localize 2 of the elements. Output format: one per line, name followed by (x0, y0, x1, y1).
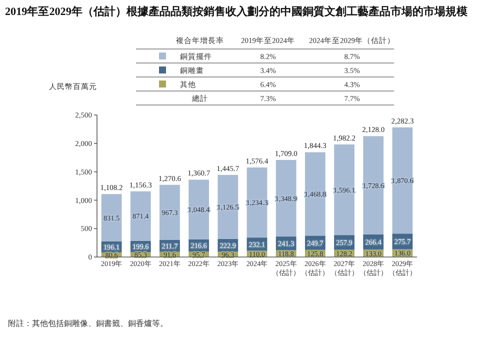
note: 附註：其他包括銅雕像、銅書籤、銅香爐等。 (8, 319, 168, 328)
title: 2019年至2029年（估計）根據產品品類按銷售收入劃分的中國銅質文創工藝產品市場的市場規模 (5, 6, 468, 18)
